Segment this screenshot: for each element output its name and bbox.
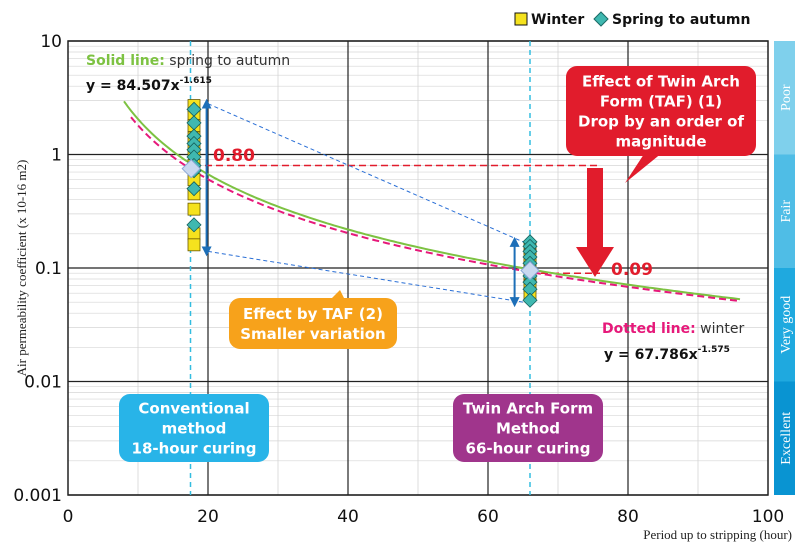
winter-point	[187, 202, 201, 216]
rating-band	[774, 154, 795, 268]
taf1-callout-pointer	[625, 148, 668, 183]
dotted-line-title: Dotted line:	[602, 321, 696, 337]
solid-line-title: Solid line:	[86, 53, 165, 69]
conventional-callout	[119, 394, 269, 462]
callouts: Effect of Twin Arch Form (TAF) (1) Drop by…	[119, 66, 756, 462]
taf1-callout-text: Drop by an order of	[578, 113, 744, 131]
spring-autumn-point	[186, 181, 202, 197]
x-tick-label: 60	[477, 507, 499, 527]
twin-arch-callout-text: Method	[496, 420, 560, 438]
y-tick-label: 10	[40, 32, 62, 52]
fitted-curves	[123, 100, 741, 302]
x-tick-label: 0	[63, 507, 74, 527]
x-tick-label: 100	[752, 507, 784, 527]
taf2-callout	[229, 298, 397, 349]
average-marker	[520, 260, 540, 281]
axis-ticks: 0 20 40 60 80 100 0.001 0.01 0.1 1 10	[13, 32, 784, 527]
legend-winter-label: Winter	[531, 12, 584, 28]
drop-arrow	[576, 168, 614, 277]
twin-arch-callout-text: Twin Arch Form	[463, 400, 593, 418]
twin-arch-callout-text: 66-hour curing	[466, 440, 591, 458]
rating-band	[774, 381, 795, 495]
taf1-callout-text: Effect of Twin Arch	[582, 73, 740, 91]
rating-band-label: Very good	[779, 296, 794, 354]
spring-autumn-point	[522, 292, 538, 308]
rating-band-label: Poor	[779, 84, 794, 111]
rating-band	[774, 268, 795, 382]
taf2-callout-text: Smaller variation	[240, 325, 386, 343]
twin-arch-callout	[453, 394, 603, 462]
y-tick-label: 0.1	[35, 259, 62, 279]
legend: Winter Spring to autumn	[514, 11, 750, 28]
conventional-callout-text: method	[162, 420, 227, 438]
taf1-callout-text: Form (TAF) (1)	[600, 93, 722, 111]
dotted-curve	[130, 116, 741, 302]
average-marker	[181, 158, 201, 179]
x-tick-label: 20	[197, 507, 219, 527]
conventional-callout-text: 18-hour curing	[132, 440, 257, 458]
winter-point	[187, 238, 201, 252]
y-axis-label: Air permeability coefficient (x 10-16 m2…	[14, 160, 29, 377]
solid-line-formula: y = 84.507x-1.615	[86, 76, 212, 94]
dotted-line-note: Dotted line: winter	[602, 321, 744, 337]
plot-frame	[67, 40, 769, 496]
x-tick-label: 80	[617, 507, 639, 527]
y-tick-label: 0.001	[13, 486, 62, 506]
legend-winter-marker	[514, 12, 528, 26]
taf1-callout	[566, 66, 756, 156]
rating-band-label: Fair	[779, 200, 794, 223]
y-tick-label: 1	[51, 146, 62, 166]
legend-spring-label: Spring to autumn	[612, 12, 750, 28]
y-tick-label: 0.01	[24, 373, 62, 393]
grid	[68, 40, 768, 496]
conventional-callout-text: Conventional	[138, 400, 249, 418]
spring-autumn-point	[186, 217, 202, 233]
rating-band-label: Excellent	[779, 412, 794, 465]
dotted-line-desc: winter	[696, 321, 745, 337]
rating-bands: Poor Fair Very good Excellent	[774, 41, 795, 495]
taf1-callout-text: magnitude	[615, 133, 706, 151]
rating-band	[774, 41, 795, 155]
value-label-low: 0.09	[611, 260, 653, 280]
taf2-callout-text: Effect by TAF (2)	[243, 305, 383, 323]
blue-dashed-line	[207, 103, 524, 243]
dashed-helpers	[194, 103, 600, 303]
legend-spring-marker	[593, 11, 609, 27]
data-points	[181, 98, 540, 308]
solid-line-note: Solid line: spring to autumn	[86, 53, 290, 69]
x-tick-label: 40	[337, 507, 359, 527]
dotted-line-formula: y = 67.786x-1.575	[604, 345, 730, 363]
solid-curve	[123, 100, 741, 301]
x-axis-label: Period up to stripping (hour)	[643, 527, 792, 542]
value-label-high: 0.80	[213, 146, 255, 166]
solid-line-desc: spring to autumn	[165, 53, 290, 69]
